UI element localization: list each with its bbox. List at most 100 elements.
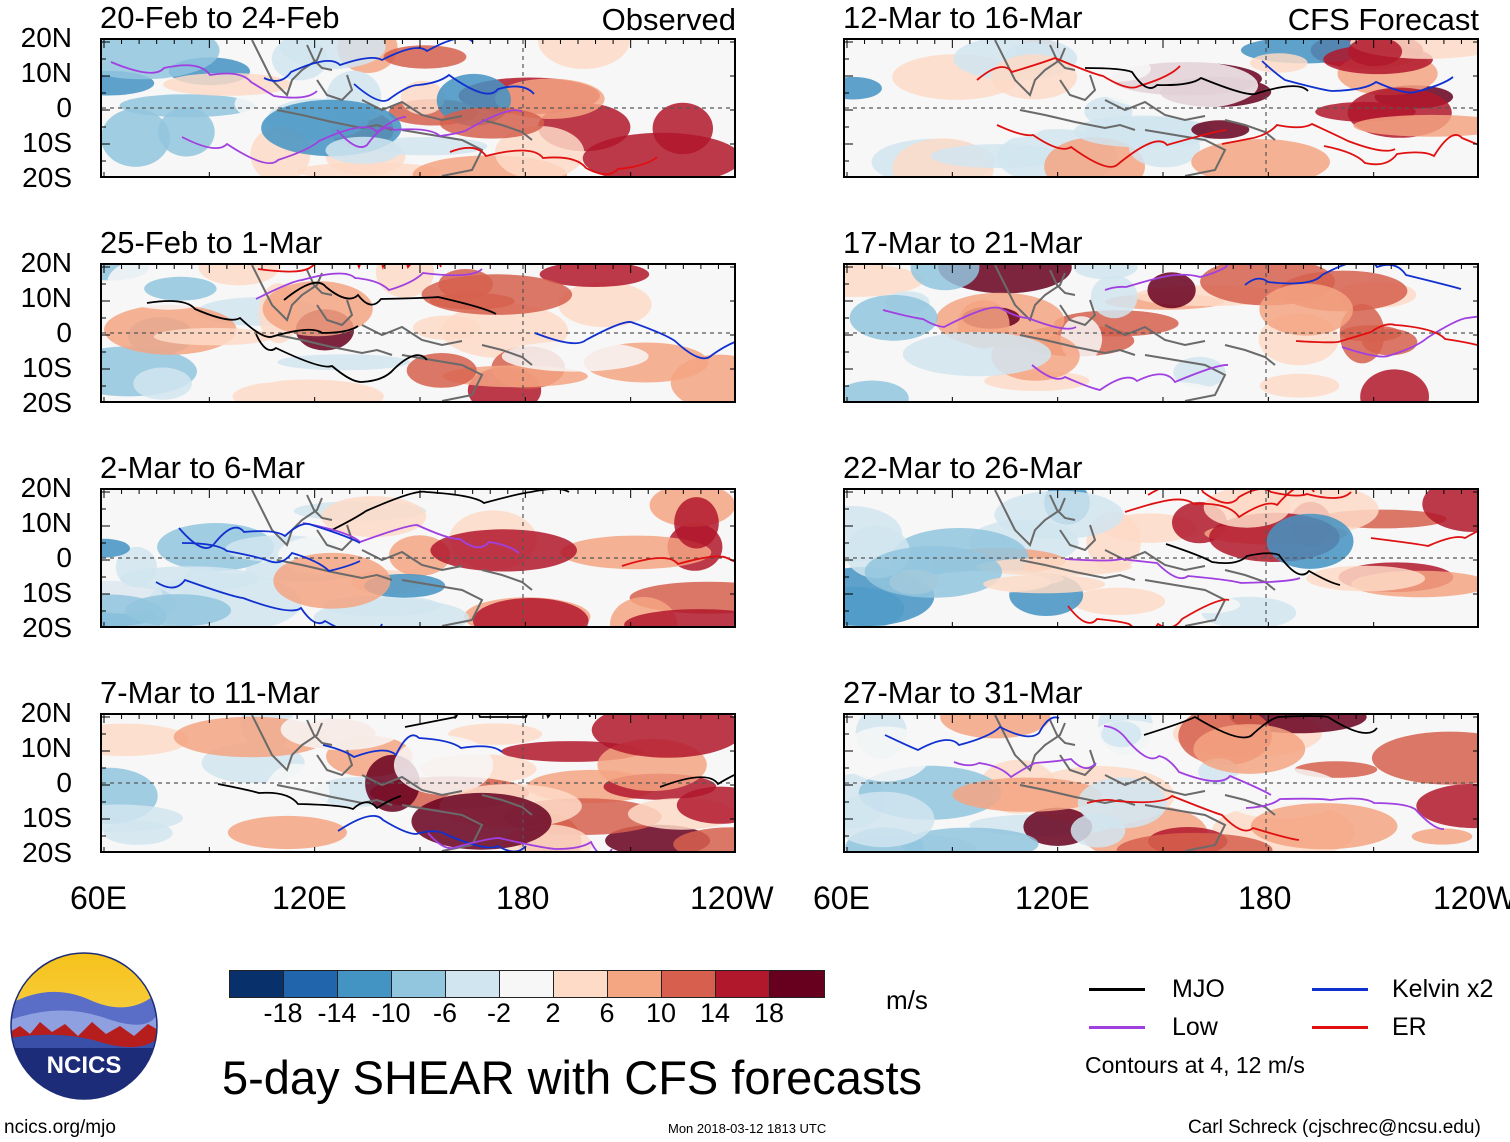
ncics-logo: NCICS [10, 952, 158, 1100]
lat-label: 20N [20, 22, 72, 53]
lon-label-180-right: 180 [1238, 880, 1292, 916]
filter-contours [976, 57, 1477, 168]
shear-field-svg [102, 265, 734, 401]
colorbar-tick-label: -2 [486, 998, 511, 1028]
shear-shading [102, 490, 734, 626]
colorbar-swatch [338, 971, 392, 997]
legend-mjo-label: MJO [1172, 975, 1225, 1003]
lon-label-60e-right: 60E [813, 880, 870, 916]
legend-mjo-line [1089, 988, 1145, 991]
lon-label-120w-right: 120W [1433, 880, 1510, 916]
lat-label: 20S [22, 612, 72, 643]
lat-label: 20S [22, 837, 72, 868]
lat-label: 20N [20, 472, 72, 503]
map-panel: 22-Mar to 26-Mar [843, 450, 1479, 628]
colorbar-swatch [662, 971, 716, 997]
lat-label: 0 [56, 542, 72, 573]
panel-period-title: 20-Feb to 24-Feb [100, 0, 340, 35]
lat-label: 0 [56, 767, 72, 798]
lat-label: 10S [22, 577, 72, 608]
map-panel: 17-Mar to 21-Mar [843, 225, 1479, 403]
legend-er-line [1312, 1026, 1368, 1029]
logo-text: NCICS [47, 1052, 122, 1079]
colorbar [229, 970, 825, 998]
lat-label: 0 [56, 92, 72, 123]
lat-label: 10S [22, 127, 72, 158]
colorbar-tick-label: 18 [753, 998, 785, 1028]
shear-field-svg [845, 265, 1477, 401]
shear-field-svg [102, 40, 734, 176]
panel-period-title: 2-Mar to 6-Mar [100, 450, 305, 485]
colorbar-swatch [608, 971, 662, 997]
colorbar-swatch [446, 971, 500, 997]
lat-label: 20N [20, 247, 72, 278]
shear-map [843, 38, 1479, 178]
legend-kelvin-label: Kelvin x2 [1392, 975, 1494, 1003]
shear-field-svg [845, 490, 1477, 626]
colorbar-tick-label: -10 [371, 998, 411, 1028]
filter-contours [110, 40, 658, 176]
lat-label: 20S [22, 162, 72, 193]
map-panel: 7-Mar to 11-Mar [100, 675, 736, 853]
panel-period-title: 27-Mar to 31-Mar [843, 675, 1083, 710]
forecast-header: CFS Forecast [1287, 2, 1479, 37]
coastlines [251, 715, 533, 851]
colorbar-swatch [554, 971, 608, 997]
coastlines [994, 490, 1276, 626]
lon-label-180-left: 180 [496, 880, 550, 916]
shear-map [843, 263, 1479, 403]
observed-header: Observed [601, 2, 736, 37]
shear-map [100, 488, 736, 628]
shear-shading [102, 40, 734, 176]
shear-shading [845, 490, 1477, 626]
map-panel: 20-Feb to 24-Feb [100, 0, 736, 178]
colorbar-tick-label: 14 [699, 998, 731, 1028]
colorbar-swatch [770, 971, 824, 997]
legend-kelvin-line [1312, 988, 1368, 991]
colorbar-swatch [284, 971, 338, 997]
shear-map [843, 488, 1479, 628]
shear-map [100, 38, 736, 178]
lat-label: 10S [22, 802, 72, 833]
lat-label: 20N [20, 697, 72, 728]
panel-period-title: 12-Mar to 16-Mar [843, 0, 1083, 35]
colorbar-swatch [392, 971, 446, 997]
filter-contours [882, 265, 1477, 391]
panel-period-title: 7-Mar to 11-Mar [100, 675, 320, 710]
shear-shading [845, 265, 1429, 401]
panel-period-title: 22-Mar to 26-Mar [843, 450, 1083, 485]
lon-label-120e-right: 120E [1015, 880, 1090, 916]
units-label: m/s [886, 985, 928, 1015]
lat-label: 10N [20, 57, 72, 88]
lon-label-120e-left: 120E [272, 880, 347, 916]
legend-low-line [1089, 1026, 1145, 1029]
lat-label: 10N [20, 507, 72, 538]
shear-shading [845, 715, 1477, 851]
shear-map [100, 713, 736, 853]
colorbar-swatch [500, 971, 554, 997]
footer-timestamp: Mon 2018-03-12 1813 UTC [668, 1121, 827, 1136]
shear-field-svg [102, 715, 734, 851]
chart-title: 5-day SHEAR with CFS forecasts [222, 1051, 922, 1104]
filter-contours [155, 490, 734, 626]
map-panel: 12-Mar to 16-Mar [843, 0, 1479, 178]
legend-low-label: Low [1172, 1013, 1218, 1041]
shear-map [100, 263, 736, 403]
lat-label: 0 [56, 317, 72, 348]
coastlines [994, 265, 1276, 401]
colorbar-tick-label: -18 [263, 998, 303, 1028]
shear-field-svg [102, 490, 734, 626]
colorbar-tick-label: 2 [545, 998, 561, 1028]
panel-period-title: 25-Feb to 1-Mar [100, 225, 323, 260]
colorbar-swatch [230, 971, 284, 997]
colorbar-tick-label: -6 [432, 998, 457, 1028]
filter-contours [1064, 490, 1477, 626]
shear-field-svg [845, 715, 1477, 851]
contour-note: Contours at 4, 12 m/s [1085, 1052, 1305, 1078]
map-panel: 2-Mar to 6-Mar [100, 450, 736, 628]
footer-url[interactable]: ncics.org/mjo [4, 1117, 116, 1138]
colorbar-tick-label: -14 [317, 998, 357, 1028]
shear-field-svg [845, 40, 1477, 176]
filter-contours [884, 715, 1445, 841]
filter-contours [217, 715, 734, 851]
